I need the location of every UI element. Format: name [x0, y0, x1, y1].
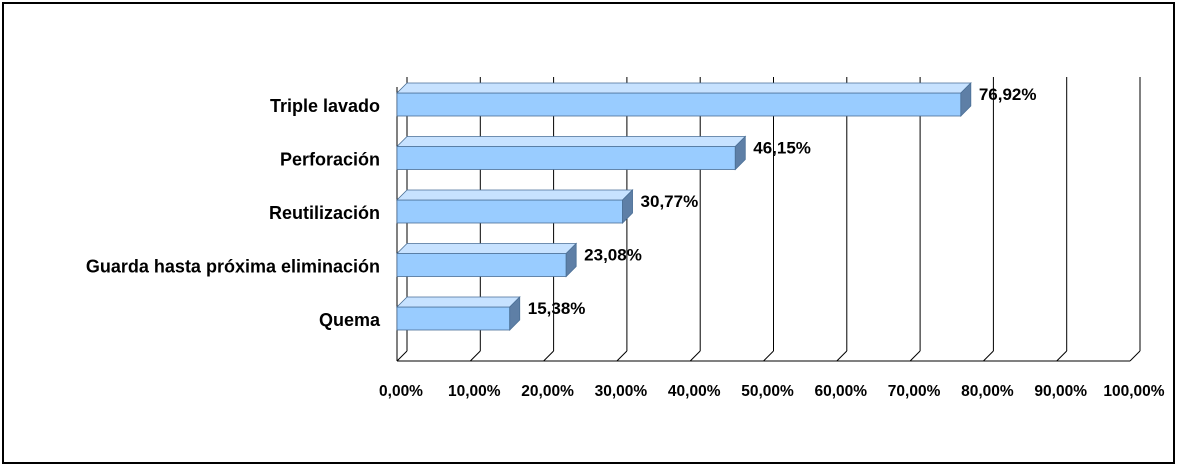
x-tick-label: 20,00% [521, 383, 574, 400]
x-tick-label: 100,00% [1103, 383, 1164, 400]
floor-tick [1129, 350, 1141, 362]
floor-tick [836, 350, 848, 362]
floor-tick [763, 350, 774, 362]
bar-side-face [622, 189, 633, 224]
x-tick-label: 90,00% [1034, 383, 1087, 400]
bar-side-face [734, 135, 746, 171]
bar-side-face [960, 82, 972, 117]
x-tick-label: 0,00% [379, 383, 423, 400]
data-label: 76,92% [979, 85, 1037, 104]
data-label: 46,15% [753, 139, 811, 158]
labels: 76,92% Triple lavado 46,15% Perforación 30,7… [86, 85, 1165, 400]
floor-tick [616, 350, 628, 362]
bar-top-face [396, 136, 747, 147]
floor-tick [1056, 350, 1068, 362]
x-tick-label: 40,00% [668, 383, 721, 400]
bar [396, 146, 736, 170]
bar-top-face [396, 189, 634, 201]
bar-side-face [509, 296, 521, 331]
x-tick-label: 30,00% [595, 383, 648, 400]
bar-top-face [396, 296, 521, 308]
floor-tick [469, 350, 481, 362]
x-tick-label: 70,00% [888, 383, 941, 400]
bar [396, 92, 962, 117]
floor-tick [543, 350, 554, 362]
data-label: 30,77% [641, 192, 699, 211]
floor-tick [689, 350, 701, 362]
x-tick-label: 10,00% [448, 383, 501, 400]
floor-tick [909, 350, 921, 362]
category-label: Quema [319, 310, 381, 330]
bar [396, 306, 511, 331]
category-label: Reutilización [269, 203, 380, 223]
x-tick-label: 80,00% [961, 383, 1014, 400]
floor-tick [396, 350, 408, 362]
x-tick-label: 50,00% [741, 383, 794, 400]
data-label: 15,38% [528, 299, 586, 318]
category-label: Guarda hasta próxima eliminación [86, 257, 380, 277]
bar [396, 253, 567, 277]
bar-top-face [396, 243, 578, 254]
bars [396, 82, 972, 331]
x-tick-label: 60,00% [815, 383, 868, 400]
data-label: 23,08% [584, 246, 642, 265]
bar [396, 199, 623, 224]
category-label: Perforación [280, 150, 380, 170]
bar-top-face [396, 82, 972, 94]
category-label: Triple lavado [270, 96, 380, 116]
bar-side-face [565, 242, 577, 278]
floor-tick [983, 350, 994, 362]
